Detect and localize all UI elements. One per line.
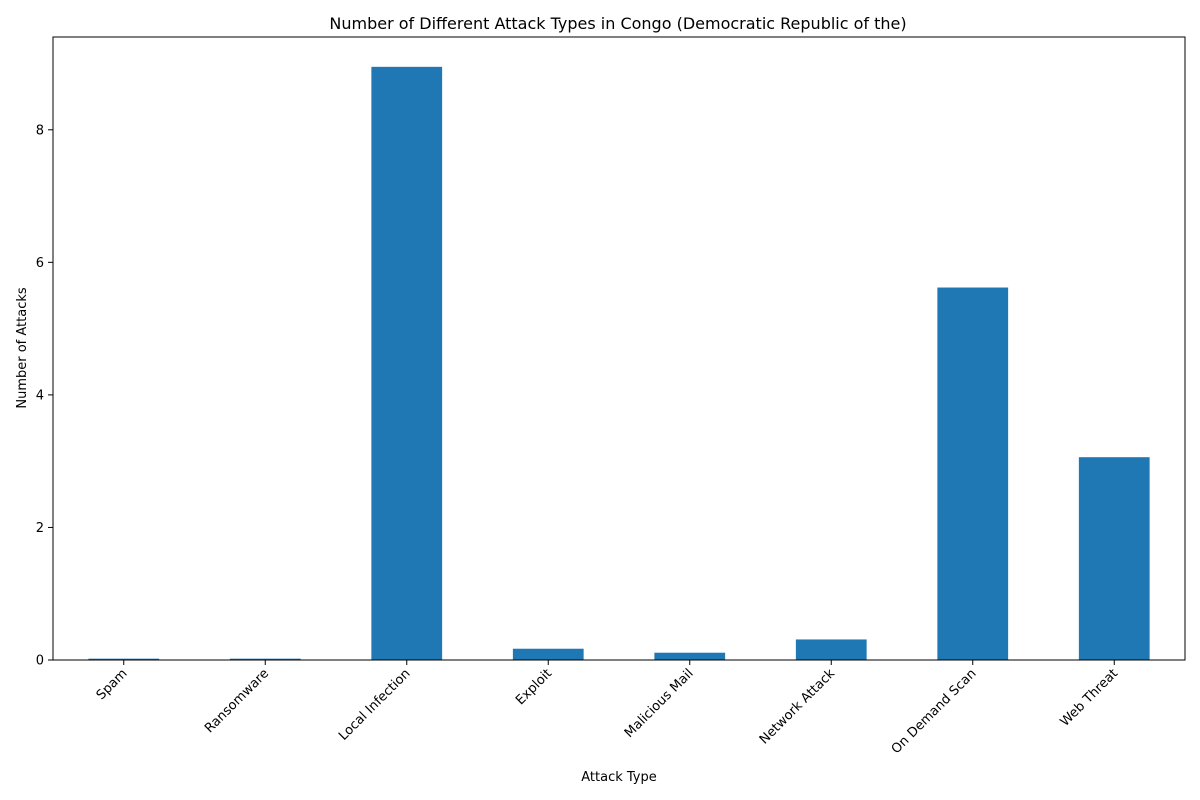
- x-tick-label: Spam: [94, 666, 131, 703]
- bar-web-threat: [1078, 457, 1150, 660]
- bar-network-attack: [795, 639, 867, 660]
- y-axis: 0 2 4 6 8: [36, 123, 53, 669]
- plot-frame: [52, 36, 1186, 661]
- y-tick-label: 8: [36, 123, 44, 138]
- bar-on-demand-scan: [937, 287, 1009, 660]
- x-tick-label: Malicious Mail: [622, 666, 697, 741]
- x-tick-label: Exploit: [513, 666, 555, 708]
- y-tick-label: 2: [36, 521, 44, 536]
- bar-malicious-mail: [654, 652, 726, 660]
- bar-local-infection: [371, 66, 443, 661]
- x-tick-label: Web Threat: [1058, 666, 1121, 729]
- bar-spam: [88, 658, 160, 660]
- y-tick-label: 6: [36, 256, 44, 271]
- chart-title: Number of Different Attack Types in Cong…: [329, 14, 906, 33]
- x-tick-label: On Demand Scan: [889, 666, 980, 757]
- y-axis-label: Number of Attacks: [15, 287, 30, 409]
- bars-group: [88, 66, 1150, 661]
- bar-ransomware: [229, 658, 301, 660]
- bar-exploit: [512, 648, 584, 660]
- x-axis-label: Attack Type: [581, 770, 657, 785]
- x-axis: Spam Ransomware Local Infection Exploit Mali…: [94, 660, 1121, 757]
- y-tick-label: 4: [36, 388, 44, 403]
- x-tick-label: Local Infection: [336, 666, 413, 743]
- x-tick-label: Network Attack: [757, 666, 839, 748]
- x-tick-label: Ransomware: [202, 666, 272, 736]
- y-tick-label: 0: [36, 654, 44, 669]
